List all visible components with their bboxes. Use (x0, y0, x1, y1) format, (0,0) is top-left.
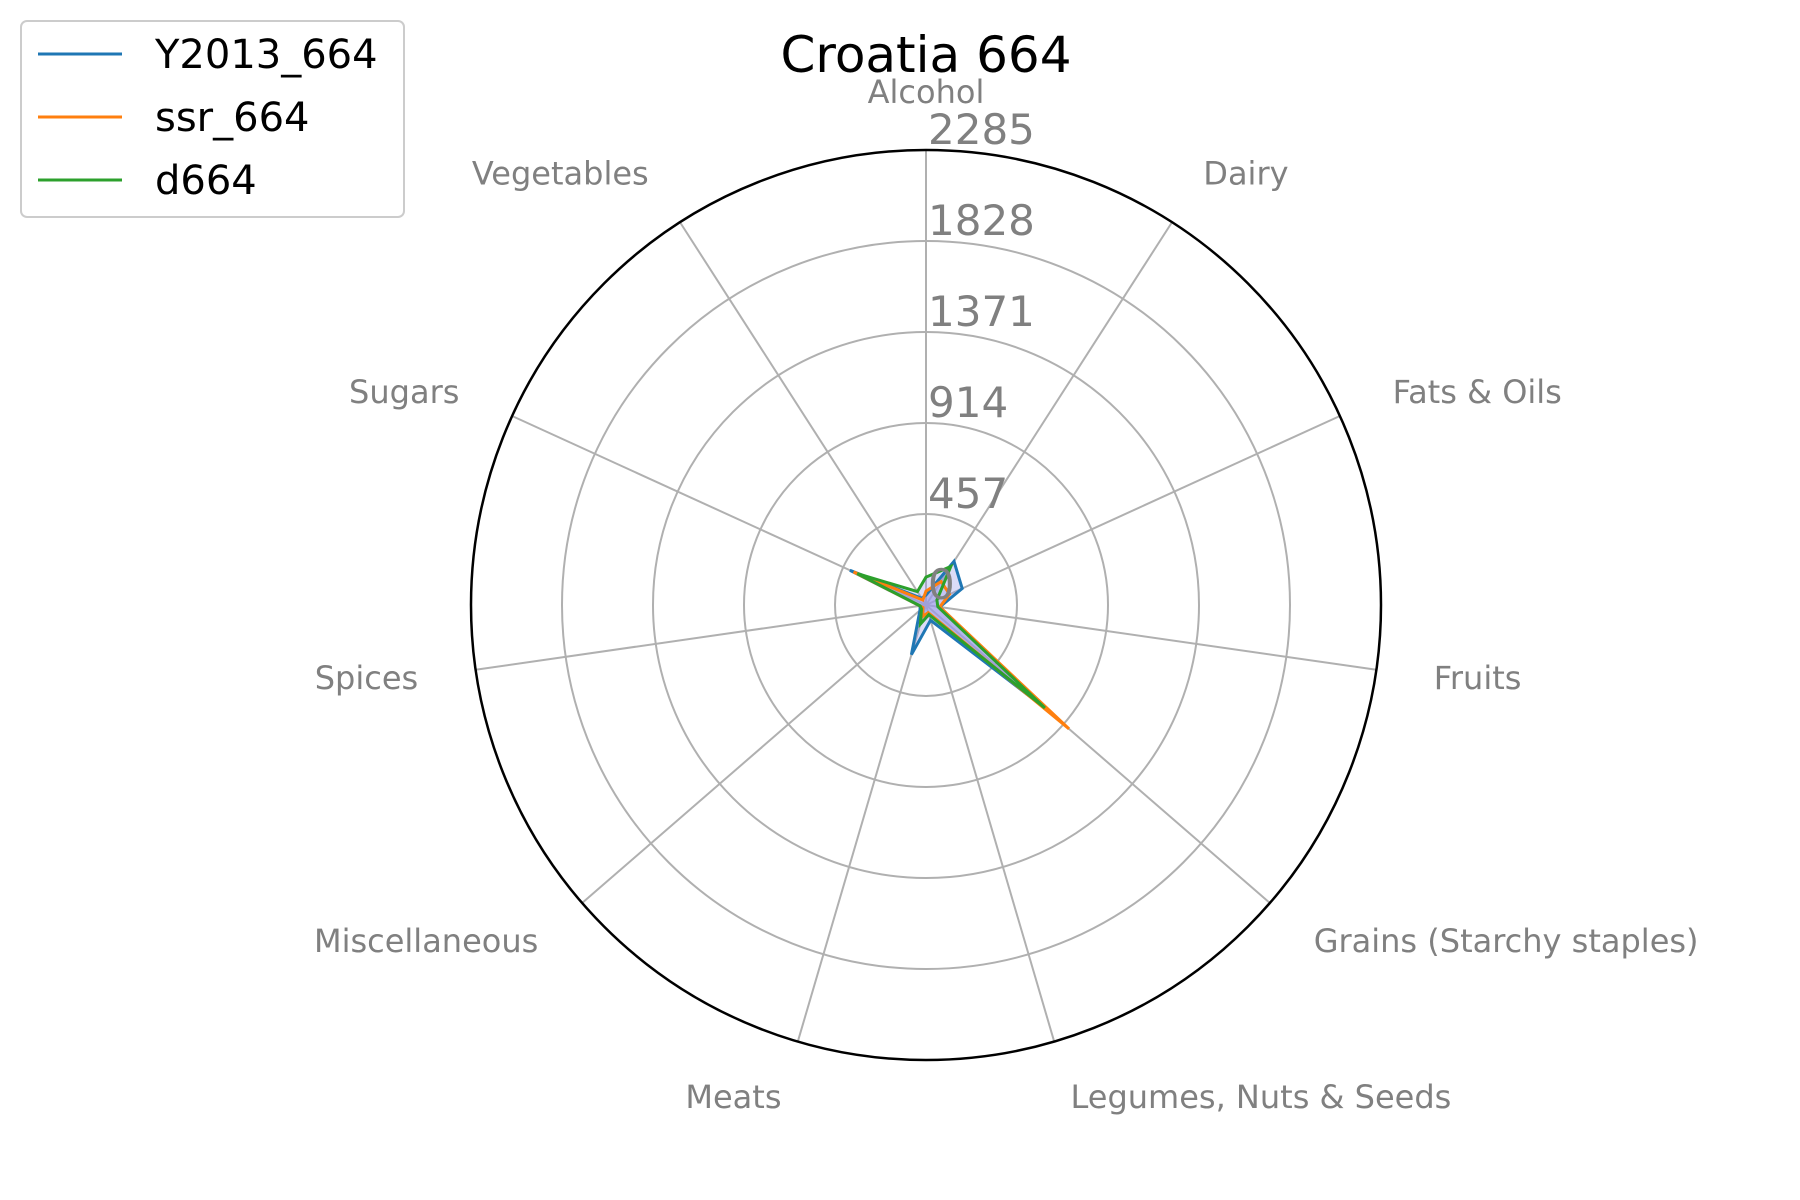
category-label-8: Spices (315, 659, 418, 697)
category-label-5: Legumes, Nuts & Seeds (1071, 1078, 1452, 1116)
chart-title: Croatia 664 (780, 26, 1071, 84)
r-tick-label-0: 0 (928, 560, 955, 609)
legend-box (20, 20, 405, 218)
legend: Y2013_664 ssr_664 d664 (20, 20, 405, 218)
outer-frame (469, 148, 1383, 1062)
legend-label-Y2013_664: Y2013_664 (154, 32, 378, 78)
r-tick-label-3: 1371 (928, 287, 1035, 336)
category-label-3: Fruits (1434, 659, 1522, 697)
radial-tick-labels: 0 457 914 1371 1828 2285 (928, 105, 1035, 609)
r-tick-label-5: 2285 (928, 105, 1035, 154)
category-label-7: Miscellaneous (314, 922, 538, 960)
category-label-0: Alcohol (868, 73, 985, 111)
spoke-6 (796, 604, 927, 1042)
spoke-5 (925, 604, 1056, 1042)
category-labels: Alcohol Dairy Fats & Oils Fruits Grains (Sta… (314, 73, 1699, 1116)
series-lines (849, 558, 1071, 731)
series-line-d664 (856, 563, 1046, 710)
category-label-1: Dairy (1203, 154, 1288, 192)
category-label-4: Grains (Starchy staples) (1314, 922, 1699, 960)
spokes (475, 150, 1377, 1042)
spoke-3 (925, 604, 1377, 671)
legend-label-ssr_664: ssr_664 (155, 95, 309, 141)
spoke-10 (679, 221, 927, 606)
category-label-9: Sugars (349, 373, 459, 411)
series-fill-ssr_664 (853, 571, 1069, 729)
r-tick-label-2: 914 (928, 378, 1008, 427)
spoke-4 (925, 604, 1271, 904)
spoke-8 (475, 604, 927, 671)
legend-label-d664: d664 (155, 158, 257, 204)
spoke-1 (925, 221, 1173, 606)
spoke-7 (581, 604, 927, 904)
category-label-10: Vegetables (472, 154, 649, 192)
spoke-2 (925, 415, 1341, 606)
r-tick-label-1: 457 (928, 469, 1008, 518)
category-label-2: Fats & Oils (1393, 373, 1562, 411)
category-label-6: Meats (685, 1078, 781, 1116)
r-tick-label-4: 1828 (928, 196, 1035, 245)
series-line-ssr_664 (852, 570, 1071, 731)
